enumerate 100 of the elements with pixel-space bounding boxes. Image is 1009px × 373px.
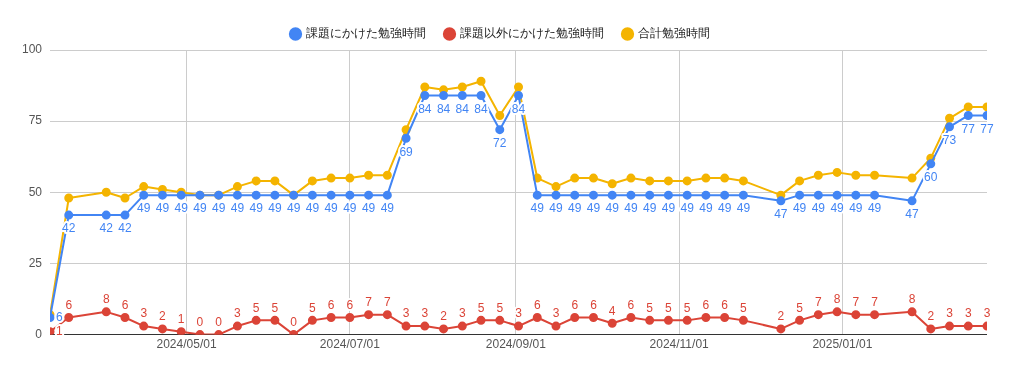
data-label: 7 <box>365 294 373 309</box>
x-tick-label: 2024/05/01 <box>156 337 217 352</box>
data-label: 0 <box>196 314 204 329</box>
data-label: 49 <box>867 201 882 216</box>
y-tick-label: 75 <box>28 113 43 128</box>
data-label: 47 <box>905 207 920 222</box>
data-label: 49 <box>830 201 845 216</box>
data-label: 49 <box>661 201 676 216</box>
data-label: 49 <box>680 201 695 216</box>
data-label: 72 <box>493 136 507 150</box>
data-label: 42 <box>118 221 132 236</box>
data-label: 49 <box>849 201 863 216</box>
y-tick-label: 50 <box>28 184 43 199</box>
data-label: 7 <box>852 294 860 309</box>
data-label: 6 <box>590 297 598 312</box>
data-label: 49 <box>605 201 620 216</box>
data-label: 60 <box>924 170 938 185</box>
data-label: 6 <box>121 297 129 312</box>
legend-label: 課題以外にかけた勉強時間 <box>459 26 604 41</box>
data-label: 7 <box>815 294 822 309</box>
data-label: 84 <box>455 101 470 116</box>
data-label: 3 <box>402 306 410 321</box>
x-tick-label: 2024/09/01 <box>485 337 547 352</box>
data-label: 5 <box>665 300 673 315</box>
data-label: 0 <box>215 314 223 329</box>
data-label: 77 <box>961 121 976 136</box>
data-label: 2 <box>927 309 935 324</box>
data-label: 7 <box>871 294 879 309</box>
data-label: 6 <box>327 297 335 312</box>
data-label: 49 <box>230 201 245 216</box>
data-label: 6 <box>571 297 579 312</box>
data-label: 49 <box>568 201 582 216</box>
data-label: 6 <box>56 309 64 324</box>
legend-label: 合計勉強時間 <box>637 26 710 41</box>
data-label: 5 <box>683 300 691 315</box>
data-label: 49 <box>343 201 357 216</box>
data-label: 5 <box>740 300 748 315</box>
data-label: 42 <box>99 221 114 236</box>
data-label: 49 <box>530 201 545 216</box>
x-tick-label: 2024/07/01 <box>319 337 381 352</box>
data-label: 49 <box>174 201 189 216</box>
data-label: 49 <box>286 201 301 216</box>
data-label: 73 <box>942 133 957 148</box>
x-tick-label: 2024/11/01 <box>649 337 710 352</box>
data-label: 49 <box>268 201 282 216</box>
y-tick-label: 0 <box>35 326 43 341</box>
data-label: 3 <box>946 306 954 321</box>
data-label: 49 <box>699 201 713 216</box>
y-tick-label: 100 <box>21 42 43 57</box>
data-label: 5 <box>646 300 654 315</box>
data-label: 49 <box>811 201 826 216</box>
data-label: 49 <box>792 201 807 216</box>
data-label: 5 <box>271 300 279 315</box>
data-label: 1 <box>177 312 185 327</box>
data-label: 6 <box>721 297 729 312</box>
data-label: 49 <box>249 201 264 216</box>
data-label: 3 <box>234 306 242 321</box>
data-label: 3 <box>421 306 429 321</box>
data-label: 3 <box>964 306 972 321</box>
data-label: 6 <box>65 297 73 312</box>
data-label: 49 <box>717 201 732 216</box>
data-label: 49 <box>305 201 320 216</box>
data-label: 49 <box>624 201 638 216</box>
data-label: 49 <box>193 201 207 216</box>
data-label: 49 <box>736 201 751 216</box>
data-label: 77 <box>980 121 994 136</box>
data-label: 84 <box>474 101 489 116</box>
data-label: 2 <box>440 309 448 324</box>
data-label: 49 <box>324 201 339 216</box>
data-label: 8 <box>833 292 841 307</box>
data-label: 3 <box>552 306 560 321</box>
data-label: 49 <box>137 201 151 216</box>
data-label: 5 <box>496 300 504 315</box>
data-label: 84 <box>418 101 432 116</box>
data-label: 49 <box>643 201 657 216</box>
data-label: 49 <box>155 201 170 216</box>
data-label: 3 <box>983 306 991 321</box>
data-label: 8 <box>102 292 110 307</box>
data-label: 6 <box>702 297 710 312</box>
data-label: 5 <box>796 300 804 315</box>
data-label: 49 <box>380 201 395 216</box>
data-label: 2 <box>159 309 167 324</box>
data-label: 3 <box>515 306 523 321</box>
data-label: 2 <box>777 309 785 324</box>
data-label: 3 <box>458 306 466 321</box>
data-label: 7 <box>383 294 391 309</box>
data-label: 49 <box>586 201 601 216</box>
data-label: 47 <box>774 207 788 222</box>
data-label: 5 <box>252 300 260 315</box>
data-label: 49 <box>212 201 226 216</box>
data-label: 5 <box>309 300 317 315</box>
data-label: 84 <box>436 101 451 116</box>
data-label: 49 <box>361 201 376 216</box>
data-label: 4 <box>608 303 616 318</box>
data-label: 49 <box>549 201 563 216</box>
data-label: 5 <box>477 300 485 315</box>
data-label: 6 <box>346 297 354 312</box>
data-label: 6 <box>533 297 541 312</box>
data-label: 0 <box>290 314 298 329</box>
legend-label: 課題にかけた勉強時間 <box>305 26 426 41</box>
